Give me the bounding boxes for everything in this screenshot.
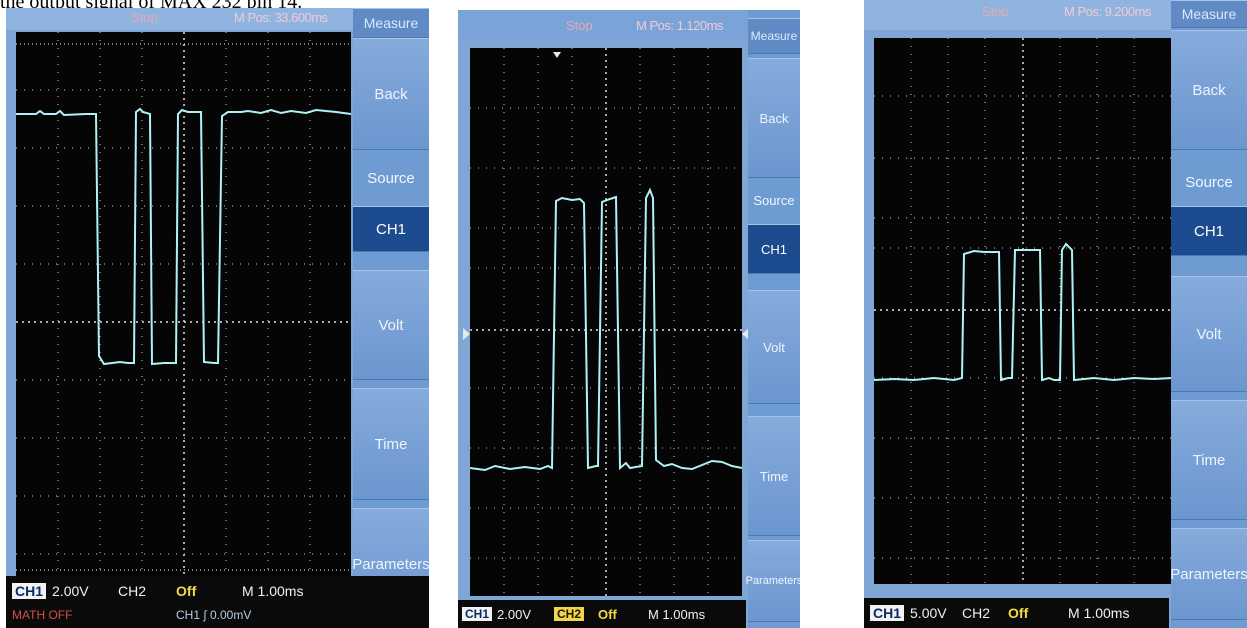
ch2-state: Off xyxy=(176,583,197,599)
waveform-screen xyxy=(470,48,742,596)
math-off-label: MATH OFF xyxy=(12,608,73,622)
menu-title-measure: Measure xyxy=(353,8,429,38)
measurement-bar: CH1 2.00V CH2 Off M 1.00ms MATH OFF CH1 … xyxy=(6,576,429,628)
ch1-waveform-trace xyxy=(874,242,1172,382)
ch2-state: Off xyxy=(1008,605,1029,621)
measurement-bar: CH1 5.00V CH2 Off M 1.00ms xyxy=(864,598,1169,628)
trigger-level: CH1 ∫ 0.00mV xyxy=(176,608,252,622)
waveform-display xyxy=(470,48,742,596)
status-bar xyxy=(458,10,800,40)
timebase-value: M 1.00ms xyxy=(648,606,706,622)
horizontal-position: M Pos: 33.600ms xyxy=(234,10,328,25)
trigger-level-marker-right xyxy=(742,328,749,340)
source-ch1-button[interactable]: CH1 xyxy=(1171,206,1247,256)
waveform-screen xyxy=(874,38,1172,584)
ch1-volts-div: 5.00V xyxy=(910,605,947,621)
back-button[interactable]: Back xyxy=(748,58,800,178)
ch1-volts-div: 2.00V xyxy=(497,606,531,622)
oscilloscope-panel-1: Stop M Pos: 33.600ms Measure Back S xyxy=(6,8,429,628)
ch2-state: Off xyxy=(598,606,617,622)
timebase-value: M 1.00ms xyxy=(1068,605,1130,621)
volt-button[interactable]: Volt xyxy=(748,290,800,404)
run-status: Stop xyxy=(566,18,593,33)
ch1-badge: CH1 xyxy=(12,583,47,599)
measure-menu: Measure Back Source CH1 Volt Time Parame… xyxy=(352,8,429,628)
timebase: M 1.00ms xyxy=(1068,602,1129,624)
ch2-badge: CH2 xyxy=(554,607,585,621)
ch1-waveform-trace xyxy=(470,187,742,472)
time-button[interactable]: Time xyxy=(353,388,429,500)
waveform-screen xyxy=(16,32,351,580)
trigger-status: CH1 ∫ 0.00mV xyxy=(176,604,251,626)
horizontal-position: M Pos: 1.120ms xyxy=(636,18,723,33)
timebase: M 1.00ms xyxy=(648,603,705,625)
timebase: M 1.00ms xyxy=(242,580,303,602)
ch1-ground-marker-left xyxy=(463,328,470,340)
time-button[interactable]: Time xyxy=(748,416,800,536)
timebase-value: M 1.00ms xyxy=(242,583,304,599)
source-label: Source xyxy=(353,158,429,198)
ch1-scale: CH1 5.00V xyxy=(870,602,947,624)
time-button[interactable]: Time xyxy=(1171,400,1247,520)
waveform-display xyxy=(16,32,351,580)
source-ch1-button[interactable]: CH1 xyxy=(748,224,800,274)
menu-title-measure: Measure xyxy=(748,18,800,54)
ch1-badge: CH1 xyxy=(870,605,905,621)
ch1-volts-div: 2.00V xyxy=(52,583,89,599)
ch2-scale: CH2 Off xyxy=(118,580,196,602)
back-button[interactable]: Back xyxy=(353,38,429,150)
horizontal-position: M Pos: 9.200ms xyxy=(1064,4,1151,19)
source-ch1-button[interactable]: CH1 xyxy=(353,206,429,252)
measure-menu: Measure Back Source CH1 Volt Time Parame… xyxy=(746,10,800,628)
volt-button[interactable]: Volt xyxy=(1171,276,1247,392)
ch2-scale: CH2 Off xyxy=(962,602,1028,624)
back-button[interactable]: Back xyxy=(1171,30,1247,150)
parameters-button[interactable]: Parameters xyxy=(1170,528,1247,620)
run-status: Stop xyxy=(131,10,158,25)
oscilloscope-panel-2: Stop M Pos: 1.120ms Measure Back Source … xyxy=(458,10,800,628)
ch1-scale: CH1 2.00V xyxy=(462,603,531,625)
ch2-badge: CH2 xyxy=(962,605,991,621)
parameters-button[interactable]: Parameters xyxy=(746,540,800,622)
source-label: Source xyxy=(748,180,800,220)
ch2-scale: CH2 Off xyxy=(554,603,617,625)
measure-menu: Measure Back Source CH1 Volt Time Parame… xyxy=(1170,0,1247,628)
graticule xyxy=(874,38,1172,584)
math-status: MATH OFF xyxy=(12,604,72,626)
ch1-badge: CH1 xyxy=(462,607,493,621)
run-status: Stop xyxy=(982,4,1009,19)
graticule xyxy=(16,32,351,580)
source-label: Source xyxy=(1171,162,1247,202)
status-bar xyxy=(6,8,429,30)
trigger-position-marker xyxy=(553,52,561,58)
ch1-waveform-trace xyxy=(16,107,351,366)
ch1-scale: CH1 2.00V xyxy=(12,580,89,602)
ch2-badge: CH2 xyxy=(118,583,147,599)
menu-title-measure: Measure xyxy=(1171,0,1247,28)
oscilloscope-panel-3: Stop M Pos: 9.200ms Measure Back Source … xyxy=(864,0,1247,628)
waveform-display xyxy=(874,38,1172,584)
graticule xyxy=(470,48,742,596)
measurement-bar: CH1 2.00V CH2 Off M 1.00ms xyxy=(458,600,746,628)
volt-button[interactable]: Volt xyxy=(353,270,429,380)
